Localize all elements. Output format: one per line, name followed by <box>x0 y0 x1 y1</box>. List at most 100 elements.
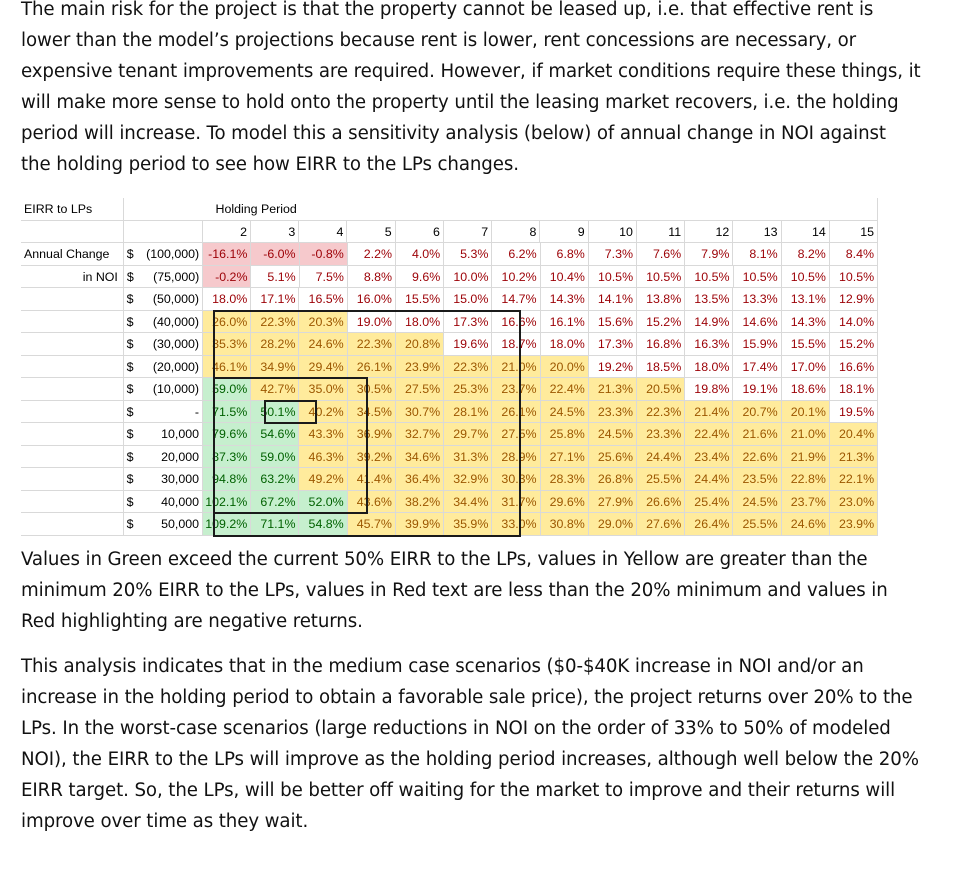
currency-symbol: $ <box>126 517 134 531</box>
eirr-cell: 18.0% <box>203 288 252 311</box>
analysis-paragraph: This analysis indicates that in the medi… <box>21 656 919 832</box>
eirr-cell: 27.5% <box>492 423 541 446</box>
eirr-cell: 25.4% <box>685 490 734 513</box>
noi-change-value: $ (20,000) <box>123 355 204 378</box>
eirr-cell: 35.0% <box>299 378 348 401</box>
eirr-cell: 15.9% <box>733 333 782 356</box>
eirr-cell: 29.4% <box>299 355 348 378</box>
holding-period-15: 15 <box>829 220 879 243</box>
eirr-cell: 52.0% <box>299 490 348 513</box>
eirr-cell: 14.6% <box>733 310 782 333</box>
eirr-cell: 10.5% <box>829 265 879 288</box>
eirr-cell: 19.5% <box>829 400 879 423</box>
eirr-cell: 25.6% <box>588 445 637 468</box>
eirr-cell: 43.6% <box>347 490 396 513</box>
blank-cell <box>21 288 124 311</box>
noi-change-amount: (30,000) <box>152 337 200 351</box>
table-row: $ (50,000) 18.0% 17.1% 16.5% 16.0% 15.5% 15.0% 1… <box>21 288 879 311</box>
eirr-cell: 22.3% <box>251 310 300 333</box>
eirr-cell: 8.4% <box>829 243 879 266</box>
eirr-cell: 19.8% <box>685 378 734 401</box>
noi-change-amount: 30,000 <box>161 472 200 486</box>
noi-change-amount: (50,000) <box>152 292 200 306</box>
eirr-cell: 41.4% <box>347 468 396 491</box>
eirr-cell: 5.3% <box>444 243 493 266</box>
eirr-cell: 59.0% <box>251 445 300 468</box>
color-legend-paragraph: Values in Green exceed the current 50% E… <box>21 549 888 632</box>
holding-period-10: 10 <box>588 220 637 243</box>
eirr-cell: 12.9% <box>829 288 879 311</box>
eirr-cell: 23.9% <box>829 513 879 536</box>
eirr-cell: 23.4% <box>685 445 734 468</box>
eirr-cell: 32.7% <box>395 423 445 446</box>
eirr-cell: 19.0% <box>347 310 396 333</box>
currency-symbol: $ <box>126 472 134 486</box>
eirr-cell: 26.4% <box>685 513 734 536</box>
eirr-cell: 21.4% <box>685 400 734 423</box>
table-row: $50,000 109.2% 71.1% 54.8% 45.7% 39.9% 35.9% 33… <box>21 513 879 536</box>
eirr-cell: 27.6% <box>637 513 686 536</box>
holding-period-13: 13 <box>733 220 782 243</box>
eirr-cell: 24.5% <box>540 400 589 423</box>
eirr-cell: 34.9% <box>251 355 300 378</box>
holding-period-4: 4 <box>299 220 348 243</box>
eirr-cell: 10.4% <box>540 265 589 288</box>
holding-period-6: 6 <box>395 220 444 243</box>
eirr-cell: 28.9% <box>492 445 541 468</box>
eirr-cell: 19.2% <box>588 355 637 378</box>
eirr-cell: 22.4% <box>540 378 589 401</box>
eirr-cell: 20.1% <box>781 400 830 423</box>
eirr-cell: 30.3% <box>492 468 541 491</box>
table-row: $ (10,000) 59.0% 42.7% 35.0% 30.5% 27.5% 25.3% 2… <box>21 378 879 401</box>
currency-symbol: $ <box>126 247 134 261</box>
eirr-cell: 35.3% <box>203 333 252 356</box>
eirr-cell: 23.0% <box>829 490 879 513</box>
eirr-cell: 25.8% <box>540 423 589 446</box>
eirr-cell: 22.1% <box>829 468 879 491</box>
eirr-cell: -16.1% <box>203 243 252 266</box>
eirr-cell: 35.9% <box>444 513 493 536</box>
eirr-cell: 109.2% <box>203 513 252 536</box>
eirr-cell: 26.6% <box>637 490 686 513</box>
eirr-cell: 17.0% <box>781 355 830 378</box>
eirr-cell: 13.1% <box>781 288 830 311</box>
currency-symbol: $ <box>126 404 134 419</box>
table-row: in NOI $ (75,000) -0.2% 5.1% 7.5% 8.8% 9.6% 10.0… <box>21 265 879 288</box>
eirr-cell: -0.2% <box>203 265 252 288</box>
eirr-cell: 18.6% <box>781 378 830 401</box>
eirr-cell: 4.0% <box>395 243 445 266</box>
eirr-cell: 9.6% <box>396 265 445 288</box>
table-row: $ -71.5% 50.1% 40.2% 34.5% 30.7% 28.1% 26.1% 24.… <box>21 400 879 423</box>
noi-change-value: $ - <box>123 400 204 423</box>
eirr-cell: 16.5% <box>299 288 348 311</box>
table-row: $ (40,000) 26.0% 22.3% 20.3% 19.0% 18.0% 17.3% 1… <box>21 310 879 333</box>
noi-change-value: $ (50,000) <box>123 288 204 311</box>
eirr-cell: -6.0% <box>251 243 300 266</box>
eirr-cell: 14.3% <box>540 288 589 311</box>
eirr-cell: 8.1% <box>733 243 782 266</box>
blank-cell <box>21 220 124 243</box>
eirr-cell: 29.0% <box>588 513 637 536</box>
eirr-cell: 71.1% <box>251 513 300 536</box>
eirr-cell: 16.0% <box>347 288 396 311</box>
eirr-cell: 7.9% <box>685 243 734 266</box>
eirr-cell: 25.5% <box>733 513 782 536</box>
eirr-cell: 24.6% <box>781 513 830 536</box>
noi-change-amount: (75,000) <box>153 269 200 284</box>
eirr-cell: 20.0% <box>540 355 589 378</box>
table-row: $30,000 94.8% 63.2% 49.2% 41.4% 36.4% 32.9% 30.… <box>21 468 879 491</box>
eirr-cell: 24.4% <box>637 445 686 468</box>
blank-cell <box>21 445 124 468</box>
eirr-cell: 10.5% <box>733 265 782 288</box>
eirr-cell: 26.8% <box>588 468 637 491</box>
eirr-cell: 15.5% <box>395 288 445 311</box>
eirr-cell: 28.1% <box>444 400 493 423</box>
eirr-cell: 20.4% <box>829 423 879 446</box>
eirr-cell: 8.2% <box>781 243 830 266</box>
eirr-cell: 34.6% <box>395 445 445 468</box>
eirr-cell: 19.1% <box>733 378 782 401</box>
holding-period-11: 11 <box>636 220 686 243</box>
eirr-cell: 16.6% <box>829 355 879 378</box>
eirr-cell: 14.7% <box>492 288 541 311</box>
eirr-cell: 59.0% <box>203 378 252 401</box>
